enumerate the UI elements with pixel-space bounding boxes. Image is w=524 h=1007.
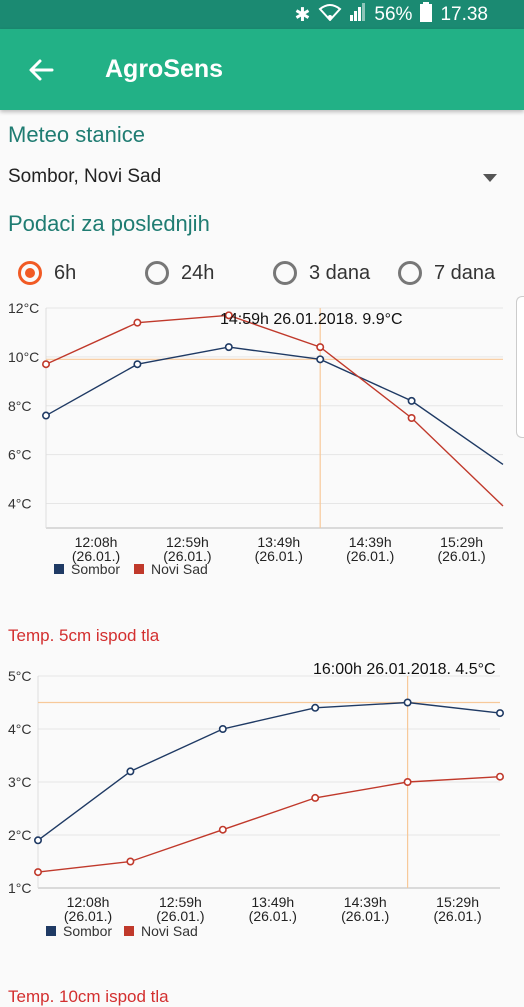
radio-unselected-icon [273,261,297,285]
stations-dropdown[interactable]: Sombor, Novi Sad [8,166,513,196]
x-tick-label: 12:59h [166,534,209,550]
air-temp-chart[interactable]: 4°C6°C8°C10°C12°C12:08h(26.01.)12:59h(26… [0,300,524,585]
legend-label: Sombor [71,561,120,577]
x-tick-sublabel: (26.01.) [64,908,112,924]
series-line-novi-sad [45,314,504,507]
data-point [41,360,50,369]
data-point [133,360,142,369]
x-tick-label: 13:49h [251,894,294,910]
status-bar: ✱ 56% 17.38 [0,0,524,29]
legend-label: Novi Sad [141,923,198,939]
x-tick-sublabel: (26.01.) [341,908,389,924]
series-line-sombor [45,346,504,466]
data-point [316,343,325,352]
legend-swatch [46,926,56,936]
data-point [126,767,135,776]
stations-heading: Meteo stanice [8,122,145,147]
x-tick-label: 14:39h [349,534,392,550]
data-point [33,836,42,845]
x-tick-sublabel: (26.01.) [433,908,481,924]
y-tick-label: 12°C [8,300,39,316]
radio-3-dana[interactable]: 3 dana [273,261,370,285]
legend-swatch [134,564,144,574]
x-tick-sublabel: (26.01.) [255,548,303,564]
data-point [33,868,42,877]
radio-selected-icon [18,261,42,285]
x-tick-label: 14:39h [344,894,387,910]
legend-label: Sombor [63,923,112,939]
data-point [224,311,233,320]
y-tick-label: 4°C [8,721,32,737]
dropdown-arrow-icon [483,174,497,182]
chart-2-title: Temp. 5cm ispod tla [8,626,160,645]
data-point [218,725,227,734]
data-point [495,772,504,781]
data-point [41,411,50,420]
y-tick-label: 6°C [8,447,32,463]
x-tick-label: 13:49h [257,534,300,550]
series-line-sombor [37,701,501,841]
wifi-icon [318,3,342,27]
y-tick-label: 2°C [8,827,32,843]
bluetooth-icon: ✱ [294,4,311,26]
back-arrow-icon[interactable] [26,55,56,85]
legend-label: Novi Sad [151,561,208,577]
series-line-novi-sad [37,776,501,873]
x-tick-sublabel: (26.01.) [249,908,297,924]
data-point [224,343,233,352]
data-point [133,318,142,327]
y-tick-label: 8°C [8,398,32,414]
radio-unselected-icon [398,261,422,285]
data-point [218,825,227,834]
y-tick-label: 4°C [8,496,32,512]
data-point [495,709,504,718]
x-tick-sublabel: (26.01.) [437,548,485,564]
data-point [407,414,416,423]
radio-unselected-icon [145,261,169,285]
data-point [311,703,320,712]
x-tick-sublabel: (26.01.) [156,908,204,924]
data-point [403,778,412,787]
data-point [403,698,412,707]
y-tick-label: 5°C [8,668,32,684]
x-tick-label: 12:08h [75,534,118,550]
tooltip-label: 16:00h 26.01.2018. 4.5°C [313,661,496,678]
clock: 17.38 [440,4,488,25]
x-tick-label: 15:29h [440,534,483,550]
app-title: AgroSens [105,55,224,83]
y-tick-label: 10°C [8,349,39,365]
radio-6h[interactable]: 6h [18,261,76,285]
signal-icon [350,3,366,27]
x-tick-sublabel: (26.01.) [72,548,120,564]
x-tick-sublabel: (26.01.) [346,548,394,564]
x-tick-label: 12:08h [67,894,110,910]
data-point [311,793,320,802]
legend-swatch [124,926,134,936]
radio-24h[interactable]: 24h [145,261,214,285]
app-bar: AgroSens [0,29,524,110]
data-point [126,857,135,866]
x-tick-label: 15:29h [436,894,479,910]
radio-7-dana[interactable]: 7 dana [398,261,495,285]
data-point [316,355,325,364]
soil-temp-5cm-chart[interactable]: 1°C2°C3°C4°C5°C12:08h(26.01.)12:59h(26.0… [0,652,524,944]
battery-level: 56% [374,4,413,25]
legend-swatch [54,564,64,574]
stations-selected: Sombor, Novi Sad [8,166,162,187]
chart-3-title: Temp. 10cm ispod tla [8,987,169,1006]
period-radio-group: 6h 24h 3 dana 7 dana [0,261,524,291]
tooltip-label: 14:59h 26.01.2018. 9.9°C [220,311,403,328]
battery-icon [420,2,433,28]
period-heading: Podaci za poslednjih [8,211,210,236]
y-tick-label: 1°C [8,880,32,896]
scrollbar[interactable] [516,296,524,438]
data-point [407,396,416,405]
x-tick-label: 12:59h [159,894,202,910]
x-tick-sublabel: (26.01.) [163,548,211,564]
y-tick-label: 3°C [8,774,32,790]
